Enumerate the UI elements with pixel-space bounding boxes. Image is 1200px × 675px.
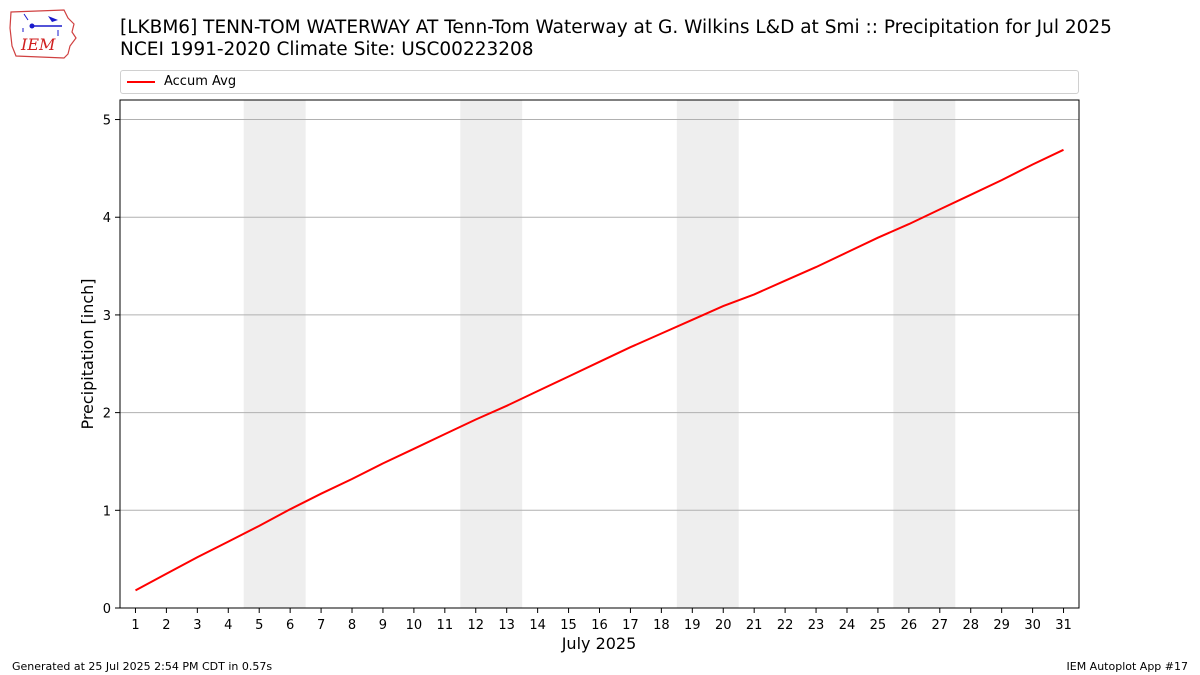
x-tick-label: 10 (406, 618, 423, 633)
chart-title: [LKBM6] TENN-TOM WATERWAY AT Tenn-Tom Wa… (120, 17, 1112, 38)
y-tick-label: 0 (103, 602, 111, 617)
y-tick-label: 5 (103, 114, 111, 129)
weekend-band (893, 100, 956, 608)
x-tick-label: 28 (962, 618, 979, 633)
legend-label: Accum Avg (164, 74, 237, 89)
x-tick-label: 30 (1024, 618, 1041, 633)
x-tick-label: 23 (808, 618, 825, 633)
logo-text: IEM (20, 35, 56, 54)
app-label: IEM Autoplot App #17 (1066, 660, 1189, 673)
x-tick-label: 7 (317, 618, 325, 633)
x-tick-label: 3 (193, 618, 201, 633)
generated-timestamp: Generated at 25 Jul 2025 2:54 PM CDT in … (12, 660, 273, 673)
weekend-band (243, 100, 306, 608)
legend: Accum Avg (120, 70, 1079, 94)
x-tick-label: 27 (932, 618, 949, 633)
x-tick-label: 15 (560, 618, 577, 633)
x-tick-label: 26 (901, 618, 918, 633)
x-tick-label: 24 (839, 618, 856, 633)
y-tick-label: 4 (103, 211, 111, 226)
x-tick-label: 6 (286, 618, 294, 633)
y-tick-label: 1 (103, 504, 111, 519)
x-tick-label: 1 (131, 618, 139, 633)
x-tick-label: 5 (255, 618, 263, 633)
x-tick-label: 12 (467, 618, 484, 633)
x-tick-label: 14 (529, 618, 546, 633)
series-lines (135, 148, 1064, 592)
chart-subtitle: NCEI 1991-2020 Climate Site: USC00223208 (120, 39, 534, 60)
x-tick-label: 31 (1055, 618, 1072, 633)
weekend-band (460, 100, 523, 608)
x-tick-label: 2 (162, 618, 170, 633)
x-tick-label: 13 (498, 618, 515, 633)
y-tick-label: 2 (103, 407, 111, 422)
y-axis: 0 1 2 3 4 5 (103, 114, 120, 617)
x-tick-label: 19 (684, 618, 701, 633)
y-tick-label: 3 (103, 309, 111, 324)
weekend-bands (243, 100, 956, 608)
x-tick-label: 8 (348, 618, 356, 633)
x-tick-label: 16 (591, 618, 608, 633)
iem-logo: IEM (9, 9, 77, 59)
x-tick-label: 20 (715, 618, 732, 633)
grid-lines (120, 119, 1079, 609)
x-tick-label: 29 (993, 618, 1010, 633)
series-line-accum-avg (135, 148, 1064, 592)
y-axis-label: Precipitation [inch] (78, 278, 97, 429)
x-tick-label: 25 (870, 618, 887, 633)
x-axis: 1 2 3 4 5 6 7 8 9 10 11 12 13 14 15 16 17 18 19 20 21 22 23 24 2… (131, 608, 1072, 633)
x-tick-label: 11 (437, 618, 454, 633)
x-tick-label: 4 (224, 618, 232, 633)
x-tick-label: 21 (746, 618, 763, 633)
x-axis-label: July 2025 (561, 634, 637, 653)
x-tick-label: 9 (379, 618, 387, 633)
x-tick-label: 22 (777, 618, 794, 633)
legend-line-swatch (127, 81, 155, 83)
x-tick-label: 17 (622, 618, 639, 633)
weekend-band (676, 100, 739, 608)
x-tick-label: 18 (653, 618, 670, 633)
